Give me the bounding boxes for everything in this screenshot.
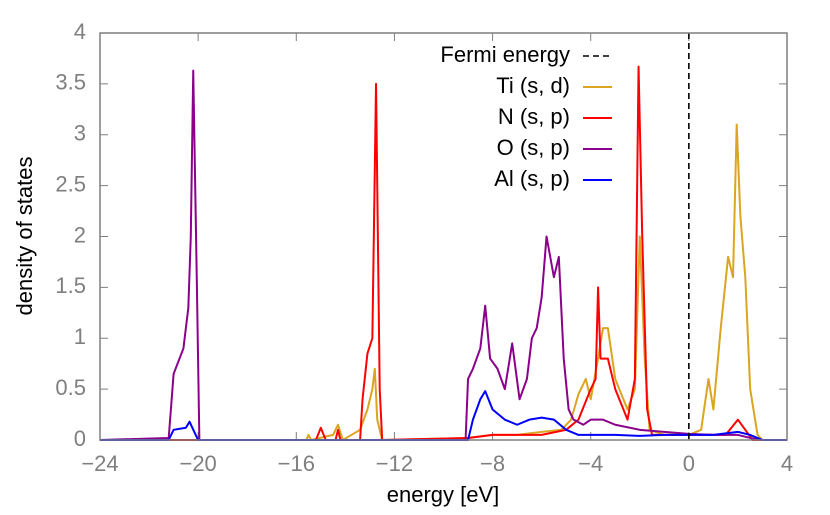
x-tick-label: −20	[179, 451, 216, 476]
x-tick-label: −12	[376, 451, 413, 476]
dos-line	[100, 65, 787, 441]
x-tick-label: 4	[781, 451, 793, 476]
x-tick-label: −16	[278, 451, 315, 476]
y-tick-label: 1	[74, 324, 86, 349]
legend-label: Al (s, p)	[494, 166, 570, 191]
y-tick-label: 3	[74, 121, 86, 146]
y-tick-label: 2	[74, 222, 86, 247]
y-tick-label: 4	[74, 19, 86, 44]
dos-line	[100, 123, 787, 441]
dos-line	[100, 390, 787, 441]
x-axis-label: energy [eV]	[387, 482, 500, 507]
dos-line	[99, 69, 787, 441]
y-tick-label: 3.5	[55, 70, 86, 95]
legend-label: Fermi energy	[440, 42, 570, 67]
x-tick-label: −24	[81, 451, 118, 476]
y-axis-label: density of states	[12, 157, 37, 316]
y-tick-label: 2.5	[55, 171, 86, 196]
x-tick-label: 0	[683, 451, 695, 476]
y-tick-label: 0	[74, 426, 86, 451]
legend-label: Ti (s, d)	[496, 73, 570, 98]
y-tick-label: 0.5	[55, 375, 86, 400]
x-tick-label: −4	[578, 451, 603, 476]
legend-label: N (s, p)	[498, 104, 570, 129]
plot-frame	[99, 32, 788, 441]
legend-label: O (s, p)	[497, 135, 570, 160]
y-tick-label: 1.5	[55, 273, 86, 298]
x-tick-label: −8	[480, 451, 505, 476]
